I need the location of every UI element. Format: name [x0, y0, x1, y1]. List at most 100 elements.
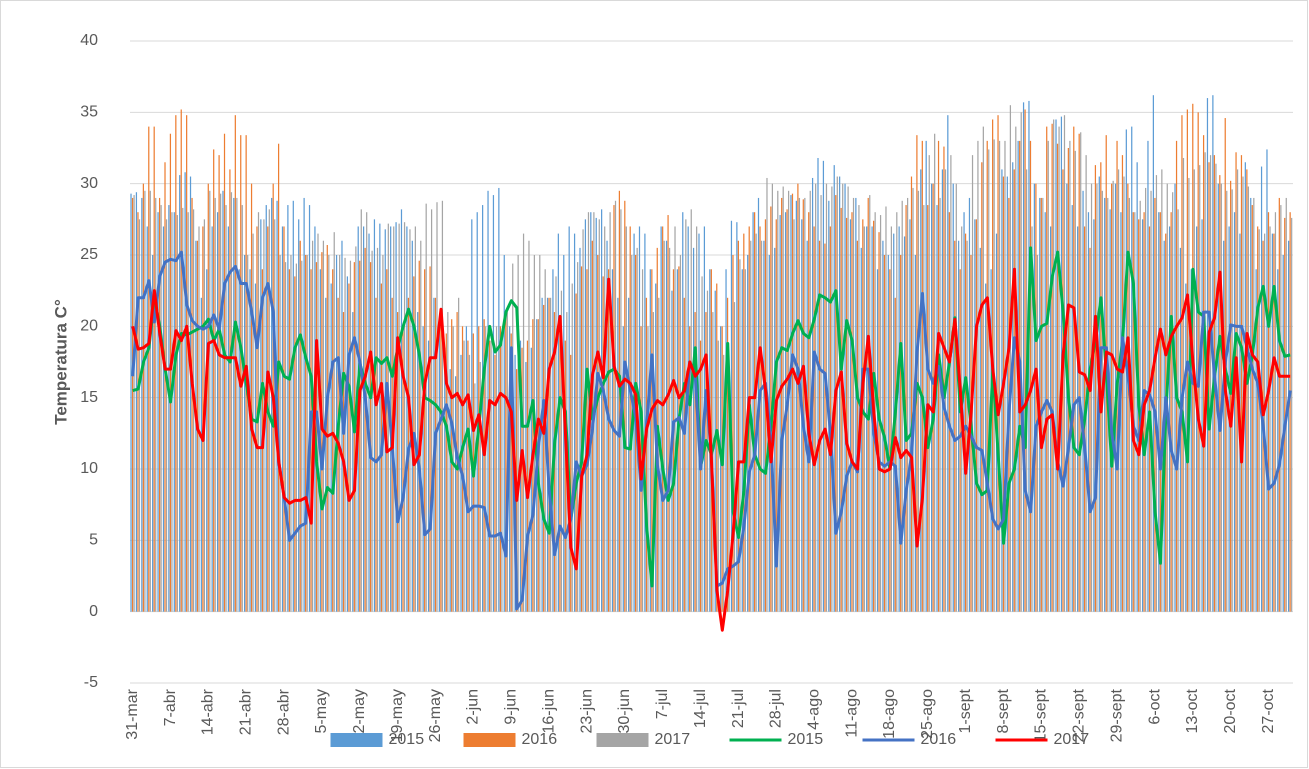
bar — [912, 187, 914, 612]
bar — [244, 255, 246, 612]
bar — [936, 205, 938, 612]
bar — [1152, 95, 1154, 612]
bar — [1266, 149, 1268, 612]
bar — [909, 219, 911, 612]
bar — [440, 326, 442, 612]
bar — [793, 219, 795, 612]
bar — [694, 312, 696, 612]
bar — [1158, 212, 1160, 612]
bar — [216, 212, 219, 612]
bar — [444, 347, 446, 612]
x-tick-label: 31-mar — [124, 688, 141, 739]
bar — [501, 333, 503, 612]
bar — [1104, 197, 1106, 612]
bar — [690, 209, 692, 612]
x-tick-label: 9-jun — [503, 689, 520, 725]
bar — [733, 302, 736, 612]
bar — [952, 183, 954, 612]
bar — [887, 255, 889, 612]
bar — [1117, 169, 1120, 612]
bar — [981, 162, 983, 612]
bar — [346, 276, 349, 612]
bar — [160, 205, 162, 612]
bar — [294, 276, 296, 612]
bar — [322, 240, 325, 612]
bar — [209, 190, 211, 612]
bar — [176, 215, 178, 612]
bar — [760, 240, 763, 612]
bar — [187, 212, 189, 612]
bar — [240, 135, 242, 612]
y-tick-label: -5 — [84, 674, 98, 691]
bar — [467, 340, 469, 612]
x-tick-label: 30-jun — [616, 689, 633, 733]
bar — [1287, 240, 1290, 612]
bar — [1055, 119, 1057, 612]
bar — [247, 255, 249, 612]
x-tick-label: 28-abr — [275, 688, 292, 735]
bar — [468, 354, 471, 612]
bar — [292, 200, 294, 612]
bar — [352, 312, 354, 612]
bar — [130, 193, 132, 612]
bar — [445, 333, 447, 612]
bar — [867, 197, 869, 612]
legend-label: 2015 — [389, 731, 425, 748]
bar — [505, 312, 507, 612]
bar — [424, 269, 426, 612]
bar — [418, 260, 420, 612]
bar — [549, 297, 552, 612]
bar — [1240, 155, 1243, 612]
bar — [241, 205, 243, 612]
bar — [271, 197, 273, 612]
bar — [299, 240, 301, 612]
bar — [571, 283, 573, 612]
bar — [1154, 197, 1156, 612]
bar — [1269, 226, 1271, 612]
bar — [517, 255, 519, 612]
bar — [577, 262, 579, 612]
bar — [1087, 212, 1090, 612]
y-tick-label: 0 — [89, 603, 98, 620]
bar — [200, 297, 202, 612]
x-tick-label: 7-jul — [654, 689, 671, 719]
bar — [1190, 269, 1192, 612]
bar — [954, 240, 956, 612]
bar — [229, 169, 231, 612]
bar — [499, 326, 501, 612]
bar — [692, 247, 695, 612]
bar — [233, 197, 235, 612]
bar — [396, 312, 399, 612]
bar — [146, 226, 148, 612]
bar — [714, 290, 716, 612]
bar — [955, 183, 957, 612]
y-tick-label: 25 — [80, 246, 98, 263]
bar — [451, 319, 453, 612]
bar — [1271, 233, 1273, 612]
bar — [855, 197, 857, 612]
bar — [1197, 112, 1199, 612]
bar — [959, 269, 961, 612]
y-tick-label: 20 — [80, 318, 98, 335]
bar — [429, 266, 431, 612]
bar — [364, 247, 366, 612]
bar — [575, 293, 577, 612]
bar — [267, 226, 269, 612]
bar — [985, 283, 987, 612]
bar — [1246, 169, 1248, 612]
bar — [644, 233, 646, 612]
bar — [633, 233, 635, 612]
bar — [889, 269, 891, 612]
bar — [220, 193, 222, 612]
bar — [287, 205, 289, 612]
bar — [376, 247, 379, 612]
bar — [1251, 205, 1253, 612]
bar — [290, 255, 292, 612]
bar — [975, 219, 978, 612]
bar — [579, 247, 581, 612]
bar — [894, 297, 896, 612]
bar — [164, 162, 166, 612]
bar — [238, 269, 240, 612]
bar — [168, 205, 170, 612]
